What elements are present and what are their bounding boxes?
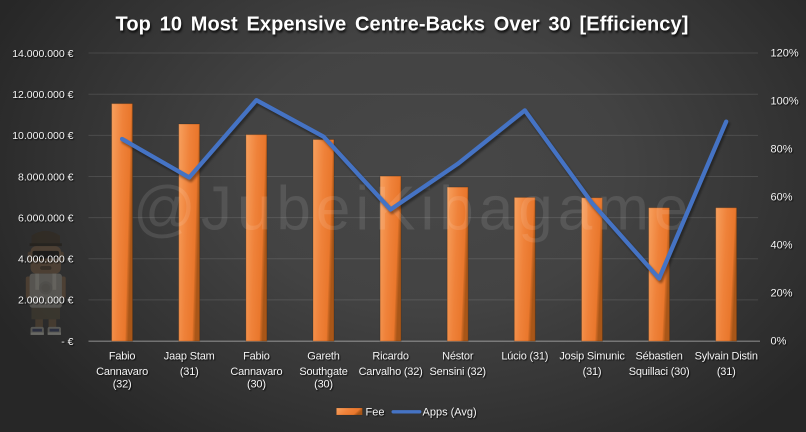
- svg-text:(30): (30): [247, 378, 266, 390]
- svg-text:2.000.000 €: 2.000.000 €: [18, 295, 74, 307]
- svg-text:80%: 80%: [771, 144, 793, 156]
- svg-text:Carvalho (32): Carvalho (32): [359, 366, 423, 378]
- svg-text:Néstor: Néstor: [442, 351, 474, 363]
- svg-text:Southgate: Southgate: [299, 366, 347, 378]
- svg-text:Fee: Fee: [366, 407, 385, 419]
- svg-text:40%: 40%: [771, 240, 793, 252]
- svg-text:Jaap Stam: Jaap Stam: [164, 351, 215, 363]
- svg-text:20%: 20%: [771, 288, 793, 300]
- svg-text:Lúcio (31): Lúcio (31): [501, 351, 548, 363]
- svg-text:Apps (Avg): Apps (Avg): [423, 407, 477, 419]
- svg-text:14.000.000 €: 14.000.000 €: [12, 48, 73, 60]
- svg-text:@JubeiKibagame: @JubeiKibagame: [133, 175, 693, 244]
- svg-text:(31): (31): [583, 366, 602, 378]
- svg-text:Josip Simunic: Josip Simunic: [559, 351, 625, 363]
- svg-text:Fabio: Fabio: [109, 351, 136, 363]
- svg-text:Sensini (32): Sensini (32): [430, 366, 486, 378]
- svg-text:(30): (30): [314, 378, 333, 390]
- svg-text:8.000.000 €: 8.000.000 €: [18, 171, 74, 183]
- svg-text:Fabio: Fabio: [243, 351, 270, 363]
- svg-text:(31): (31): [717, 366, 736, 378]
- svg-text:Cannavaro: Cannavaro: [96, 366, 148, 378]
- svg-text:- €: - €: [61, 336, 73, 348]
- svg-text:Sébastien: Sébastien: [636, 351, 683, 363]
- svg-text:10.000.000 €: 10.000.000 €: [12, 130, 73, 142]
- svg-text:100%: 100%: [771, 95, 799, 107]
- svg-text:(32): (32): [113, 378, 132, 390]
- svg-text:Cannavaro: Cannavaro: [230, 366, 282, 378]
- svg-text:120%: 120%: [771, 47, 799, 59]
- svg-text:4.000.000 €: 4.000.000 €: [18, 254, 74, 266]
- svg-text:Sylvain Distin: Sylvain Distin: [695, 351, 758, 363]
- svg-text:(31): (31): [180, 366, 199, 378]
- svg-text:Top 10 Most Expensive Centre-B: Top 10 Most Expensive Centre-Backs Over …: [116, 14, 689, 36]
- svg-text:Jubei: Jubei: [39, 297, 54, 304]
- svg-text:12.000.000 €: 12.000.000 €: [12, 89, 73, 101]
- svg-text:Ricardo: Ricardo: [372, 351, 409, 363]
- svg-text:Gareth: Gareth: [307, 351, 340, 363]
- svg-text:6.000.000 €: 6.000.000 €: [18, 212, 74, 224]
- svg-text:60%: 60%: [771, 192, 793, 204]
- svg-text:Squillaci (30): Squillaci (30): [629, 366, 690, 378]
- svg-text:0%: 0%: [771, 336, 787, 348]
